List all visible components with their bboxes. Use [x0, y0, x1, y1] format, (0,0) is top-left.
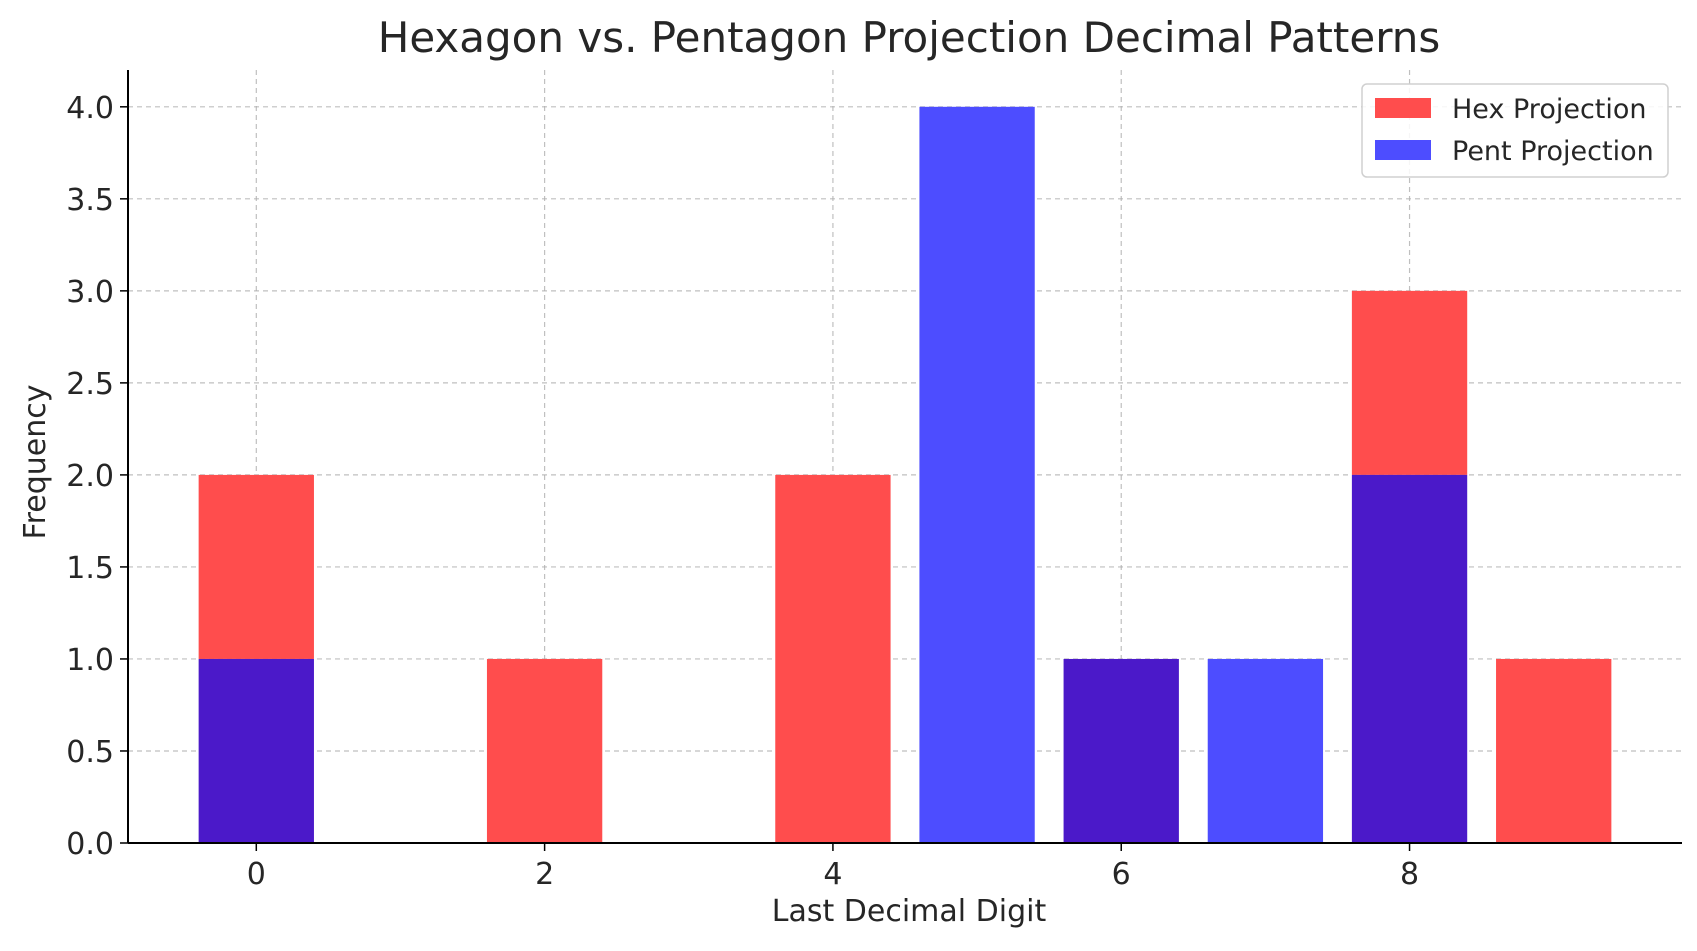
y-tick-label: 4.0	[66, 91, 114, 126]
x-axis-label: Last Decimal Digit	[772, 894, 1047, 929]
y-tick-label: 2.0	[66, 459, 114, 494]
y-tick-label: 0.0	[66, 827, 114, 862]
hex-bar-4	[775, 474, 891, 843]
hex-bar-8	[1351, 290, 1468, 475]
overlap-bar-0	[198, 658, 314, 843]
y-tick-label: 1.5	[66, 551, 114, 586]
grid-lines	[128, 70, 1682, 844]
legend-swatch-pent	[1375, 140, 1431, 160]
y-tick-label: 0.5	[66, 735, 114, 770]
x-tick-label: 0	[247, 857, 266, 892]
x-tick-label: 8	[1400, 857, 1419, 892]
overlap-bar-6	[1063, 658, 1179, 843]
pent-bar-7	[1207, 658, 1324, 843]
tick-labels: 0.0 0.5 1.0 1.5 2.0 2.5 3.0 3.5 4.0 0 2 4 6 8	[66, 91, 1419, 892]
chart-title: Hexagon vs. Pentagon Projection Decimal …	[378, 13, 1441, 62]
legend-box	[1361, 83, 1669, 178]
legend-label-pent: Pent Projection	[1452, 136, 1654, 167]
x-tick-label: 4	[823, 857, 842, 892]
hex-bar-0	[198, 474, 314, 659]
y-tick-label: 3.0	[66, 275, 114, 310]
y-axis-label: Frequency	[18, 385, 53, 540]
hex-bar-2	[486, 658, 603, 843]
x-tick-label: 6	[1112, 857, 1131, 892]
x-tick-label: 2	[535, 857, 554, 892]
legend: Hex Projection Pent Projection	[1361, 83, 1669, 178]
legend-label-hex: Hex Projection	[1452, 94, 1647, 125]
y-tick-label: 2.5	[66, 367, 114, 402]
y-tick-label: 3.5	[66, 183, 114, 218]
bars	[198, 106, 1612, 844]
legend-swatch-hex	[1375, 98, 1431, 118]
overlap-bar-8	[1351, 474, 1468, 843]
pent-bar-5	[919, 106, 1035, 844]
y-tick-label: 1.0	[66, 643, 114, 678]
hex-bar-9	[1496, 658, 1612, 843]
